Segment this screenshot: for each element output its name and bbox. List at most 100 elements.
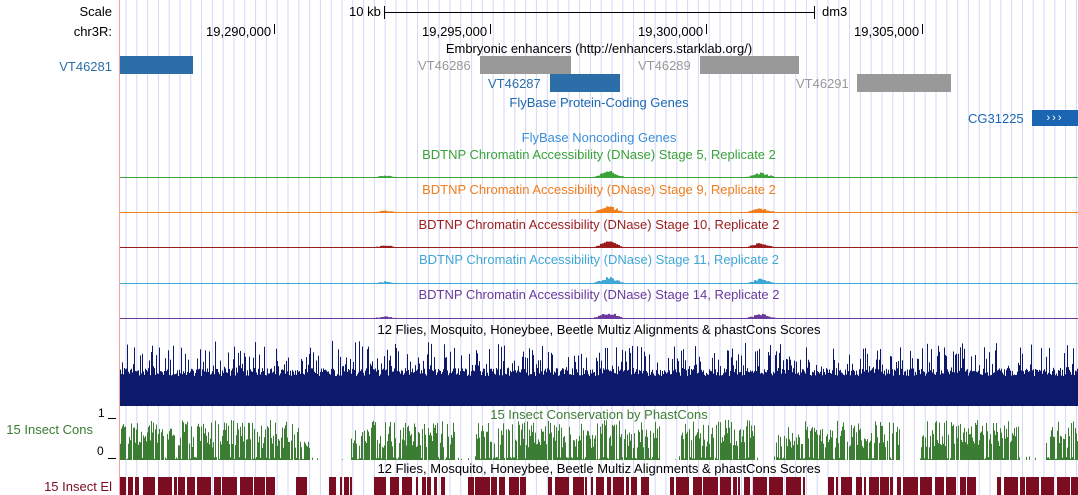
multiz-signal-bar [702,371,703,406]
insect-cons-signal-bar [969,434,970,460]
multiz-signal-bar [218,372,219,406]
multiz-signal-bar [1057,375,1058,406]
dnase-track-title[interactable]: BDTNP Chromatin Accessibility (DNase) St… [422,147,776,162]
dnase-track-title[interactable]: BDTNP Chromatin Accessibility (DNase) St… [418,287,780,302]
multiz-signal-bar [446,357,447,406]
insect-cons-signal-bar [690,457,691,460]
enhancer-feature[interactable] [857,74,951,92]
insect-cons-signal-bar [579,435,580,460]
enhancer-label[interactable]: VT46287 [488,76,541,91]
multiz-signal-bar [331,368,332,406]
insect-cons-signal-bar [440,442,441,460]
enhancer-feature[interactable] [480,56,571,74]
insect-cons-signal-bar [398,457,399,460]
dnase-signal-bar [892,247,894,248]
multiz-track-title[interactable]: 12 Flies, Mosquito, Honeybee, Beetle Mul… [377,322,821,337]
insect-cons-signal-bar [836,438,837,460]
enhancers-track-title[interactable]: Embryonic enhancers (http://enhancers.st… [445,41,753,56]
dnase-signal-bar [850,177,852,178]
insect-cons-left-label[interactable]: 15 Insect Cons [6,422,93,437]
dnase-signal-bar [954,318,956,319]
multiz-signal-bar [953,351,954,406]
insect-cons-signal-bar [654,438,655,460]
dnase-signal-bar [654,283,656,284]
multiz-signal-bar [384,356,385,406]
multiz-signal-bar [147,371,148,406]
multiz-signal-bar [1004,369,1005,406]
dnase-track-title[interactable]: BDTNP Chromatin Accessibility (DNase) St… [418,217,780,232]
insect-cons-track-title[interactable]: 15 Insect Conservation by PhastCons [490,407,708,422]
insect-cons-signal-bar [702,445,703,460]
enhancer-feature[interactable] [550,74,620,92]
insect-cons-signal-bar [524,422,525,460]
multiz-signal-bar [279,375,280,406]
dnase-signal-bar [1040,318,1042,319]
insect-cons-signal-bar [205,428,206,460]
multiz-signal-bar [320,371,321,406]
insect-cons-signal-bar [280,458,281,460]
insect-cons-signal-bar [984,459,985,460]
dnase-track-title[interactable]: BDTNP Chromatin Accessibility (DNase) St… [422,182,776,197]
multiz-signal-bar [336,375,337,406]
multiz-signal-bar [832,370,833,406]
multiz-signal-bar [407,354,408,406]
multiz-signal-bar [1048,372,1049,406]
multiz-signal-bar [160,371,161,406]
insect-cons-signal-bar [542,431,543,460]
insect-el-left-label[interactable]: 15 Insect El [44,479,112,494]
multiz-signal-bar [627,370,628,406]
dnase-signal-bar [198,177,200,178]
multiz-signal-bar [894,369,895,406]
insect-cons-signal-bar [751,425,752,460]
multiz-signal-bar [976,371,977,406]
gene-feature-cg31225[interactable]: ››› [1032,110,1078,126]
flybase-coding-track-title[interactable]: FlyBase Protein-Coding Genes [509,95,689,110]
multiz-signal-bar [946,356,947,406]
flybase-noncoding-track-title[interactable]: FlyBase Noncoding Genes [521,130,677,145]
enhancer-feature-vt46281[interactable] [120,56,193,74]
enhancer-left-label[interactable]: VT46281 [59,59,112,74]
insect-cons-signal-bar [448,436,449,460]
multiz-signal-bar [138,370,139,406]
multiz-signal-bar [354,369,355,406]
multiz-signal-bar [917,358,918,406]
multiz-signal-bar [502,375,503,406]
dnase-signal-bar [578,283,580,284]
multiz-signal-bar [1011,375,1012,406]
multiz-signal-bar [584,373,585,406]
multiz-signal-bar [937,355,938,406]
dnase-track-title[interactable]: BDTNP Chromatin Accessibility (DNase) St… [418,252,780,267]
insect-el-element [548,477,552,495]
enhancer-label[interactable]: VT46289 [638,58,691,73]
dnase-signal-bar [988,247,990,248]
insect-cons-signal-bar [476,434,477,460]
insect-cons-signal-bar [589,435,590,460]
multiz-signal-bar [492,371,493,406]
insect-cons-signal-bar [264,437,265,460]
enhancer-label[interactable]: VT46291 [796,76,849,91]
dnase-signal-bar [236,247,238,248]
dnase-signal-bar [766,245,768,248]
multiz-signal-bar [158,373,159,406]
multiz-signal-bar [488,375,489,406]
insect-el-track-title[interactable]: 12 Flies, Mosquito, Honeybee, Beetle Mul… [377,461,821,476]
multiz-signal-bar [341,375,342,406]
position-tick [274,24,275,34]
insect-cons-signal-bar [620,437,621,460]
multiz-signal-bar [835,375,836,406]
insect-cons-signal-bar [880,422,881,460]
multiz-signal-bar [1050,373,1051,406]
insect-el-element [1041,477,1054,495]
enhancer-label[interactable]: VT46286 [418,58,471,73]
multiz-signal-bar [1053,367,1054,406]
insect-cons-signal-bar [484,436,485,460]
enhancer-feature[interactable] [700,56,799,74]
dnase-signal-bar [276,283,278,284]
multiz-signal-bar [723,373,724,406]
multiz-signal-bar [764,369,765,406]
dnase-signal-bar [342,247,344,248]
dnase-signal-bar [376,246,378,248]
insect-cons-signal-bar [291,440,292,460]
multiz-signal-bar [570,374,571,406]
gene-label-cg31225[interactable]: CG31225 [968,111,1024,126]
